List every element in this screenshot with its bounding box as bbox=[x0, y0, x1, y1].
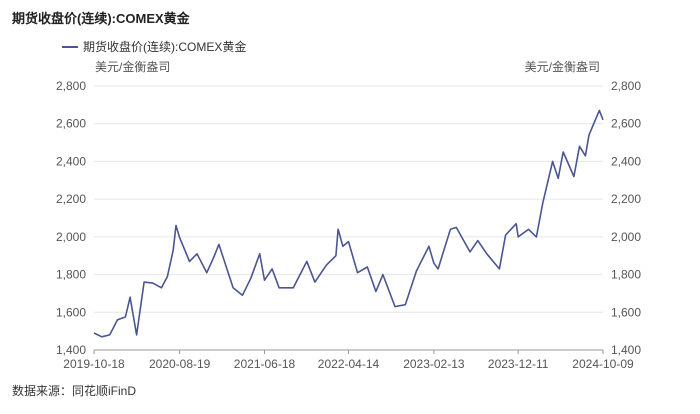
x-tick-label: 2022-04-14 bbox=[318, 357, 380, 371]
y-tick-label-left: 1,400 bbox=[56, 343, 86, 357]
y-tick-label-left: 2,000 bbox=[56, 230, 86, 244]
chart-title: 期货收盘价(连续):COMEX黄金 bbox=[12, 11, 190, 26]
series-line-comex-gold bbox=[93, 109, 604, 338]
legend-line-swatch bbox=[62, 45, 78, 48]
data-source-note: 数据来源：同花顺iFinD bbox=[12, 384, 137, 398]
y-tick-label-right: 2,200 bbox=[611, 192, 641, 206]
legend-label: 期货收盘价(连续):COMEX黄金 bbox=[83, 40, 247, 54]
x-tick-label: 2023-02-13 bbox=[403, 357, 465, 371]
y-tick-label-right: 1,800 bbox=[611, 268, 641, 282]
x-tick-label: 2023-12-11 bbox=[488, 357, 549, 371]
y-tick-label-left: 2,400 bbox=[56, 154, 86, 168]
chart-legend: 期货收盘价(连续):COMEX黄金 bbox=[62, 38, 246, 55]
x-tick-label: 2020-08-19 bbox=[149, 357, 211, 371]
right-axis-unit: 美元/金衡盎司 bbox=[524, 60, 600, 74]
y-tick-label-left: 2,200 bbox=[56, 192, 86, 206]
y-tick-label-right: 1,600 bbox=[611, 305, 641, 319]
y-tick-label-left: 1,600 bbox=[56, 305, 86, 319]
y-tick-label-right: 2,800 bbox=[611, 79, 641, 93]
x-tick-label: 2019-10-18 bbox=[63, 357, 125, 371]
y-tick-label-right: 1,400 bbox=[611, 343, 641, 357]
x-tick-label: 2024-10-09 bbox=[572, 357, 634, 371]
x-tick-label: 2021-06-18 bbox=[234, 357, 296, 371]
y-tick-label-left: 2,600 bbox=[56, 117, 86, 131]
y-tick-label-left: 1,800 bbox=[56, 268, 86, 282]
y-tick-label-right: 2,000 bbox=[611, 230, 641, 244]
y-tick-label-left: 2,800 bbox=[56, 79, 86, 93]
y-tick-label-right: 2,600 bbox=[611, 117, 641, 131]
y-tick-label-right: 2,400 bbox=[611, 154, 641, 168]
left-axis-unit: 美元/金衡盎司 bbox=[95, 60, 171, 74]
